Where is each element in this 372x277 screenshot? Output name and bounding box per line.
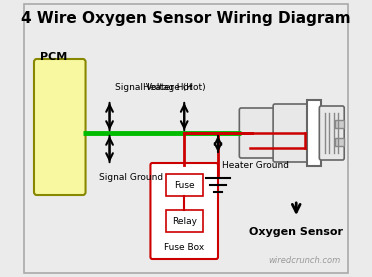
FancyBboxPatch shape bbox=[150, 163, 218, 259]
Bar bbox=[335, 138, 344, 146]
FancyBboxPatch shape bbox=[34, 59, 86, 195]
Bar bbox=[307, 100, 321, 166]
Text: Fuse: Fuse bbox=[174, 181, 195, 189]
FancyBboxPatch shape bbox=[273, 104, 311, 162]
Text: Relay: Relay bbox=[172, 217, 197, 225]
Bar bbox=[166, 174, 203, 196]
Text: 4 Wire Oxygen Sensor Wiring Diagram: 4 Wire Oxygen Sensor Wiring Diagram bbox=[21, 11, 351, 25]
Bar bbox=[166, 210, 203, 232]
Text: Heater Hot: Heater Hot bbox=[144, 83, 193, 93]
Text: wiredcrunch.com: wiredcrunch.com bbox=[269, 256, 341, 265]
Text: Fuse Box: Fuse Box bbox=[164, 242, 204, 252]
Text: Oxygen Sensor: Oxygen Sensor bbox=[249, 227, 343, 237]
FancyBboxPatch shape bbox=[239, 108, 277, 158]
Text: Signal Ground: Signal Ground bbox=[99, 173, 163, 183]
Text: PCM: PCM bbox=[40, 52, 67, 62]
Text: Heater Ground: Heater Ground bbox=[222, 160, 289, 170]
Bar bbox=[335, 120, 344, 128]
Text: Signal Voltage (Hot): Signal Voltage (Hot) bbox=[115, 83, 205, 93]
FancyBboxPatch shape bbox=[319, 106, 344, 160]
